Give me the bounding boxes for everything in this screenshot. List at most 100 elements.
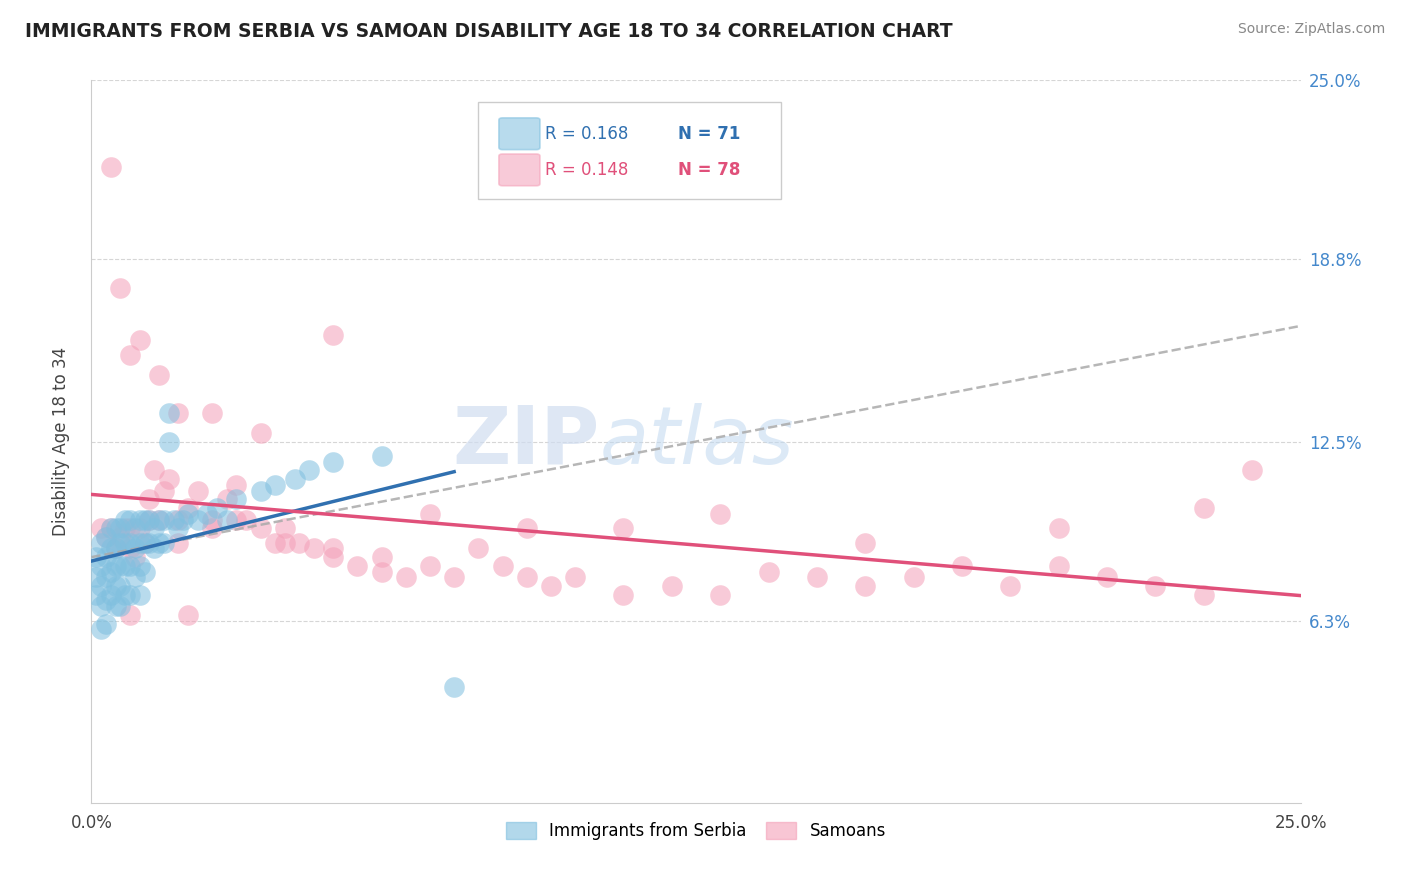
Point <box>215 492 238 507</box>
Point <box>110 530 132 544</box>
Point <box>128 512 150 526</box>
Point <box>114 512 136 526</box>
Text: IMMIGRANTS FROM SERBIA VS SAMOAN DISABILITY AGE 18 TO 34 CORRELATION CHART: IMMIGRANTS FROM SERBIA VS SAMOAN DISABIL… <box>25 22 953 41</box>
Point <box>110 521 132 535</box>
Point <box>104 579 127 593</box>
Point <box>100 160 122 174</box>
Text: Source: ZipAtlas.com: Source: ZipAtlas.com <box>1237 22 1385 37</box>
Point <box>120 541 142 556</box>
Text: N = 78: N = 78 <box>678 161 740 179</box>
Point <box>1241 463 1264 477</box>
Point <box>153 512 176 526</box>
Point <box>94 570 117 584</box>
Y-axis label: Disability Age 18 to 34: Disability Age 18 to 34 <box>52 347 70 536</box>
Point <box>153 535 176 549</box>
Text: N = 71: N = 71 <box>678 125 740 143</box>
Point <box>120 535 142 549</box>
Point <box>124 521 146 535</box>
Point <box>90 599 112 614</box>
Point <box>612 521 634 535</box>
Point <box>110 599 132 614</box>
Point <box>94 616 117 631</box>
Point <box>128 521 150 535</box>
Point <box>516 570 538 584</box>
Point <box>134 565 156 579</box>
Point <box>100 521 122 535</box>
Point <box>264 535 287 549</box>
Point <box>370 565 392 579</box>
Text: R = 0.168: R = 0.168 <box>544 125 628 143</box>
Point <box>806 570 828 584</box>
Point <box>322 541 344 556</box>
Point <box>100 588 122 602</box>
Point <box>84 588 107 602</box>
Point <box>1000 579 1022 593</box>
Point <box>120 348 142 362</box>
Point <box>491 558 513 573</box>
Point <box>157 406 180 420</box>
Point <box>94 550 117 565</box>
Point <box>114 521 136 535</box>
Point <box>114 535 136 549</box>
Point <box>148 368 170 382</box>
Point <box>419 507 441 521</box>
Point <box>283 472 305 486</box>
Point <box>104 558 127 573</box>
Point <box>709 507 731 521</box>
Point <box>128 588 150 602</box>
Point <box>90 558 112 573</box>
Point <box>205 501 228 516</box>
Point <box>110 558 132 573</box>
Point <box>120 512 142 526</box>
Point <box>167 406 190 420</box>
Point <box>516 521 538 535</box>
Point <box>138 535 160 549</box>
Point <box>143 521 166 535</box>
Point <box>120 521 142 535</box>
Point <box>138 512 160 526</box>
Point <box>370 449 392 463</box>
Point <box>564 570 586 584</box>
Point <box>443 570 465 584</box>
Point <box>177 507 200 521</box>
Point <box>709 588 731 602</box>
Point <box>104 541 127 556</box>
Point <box>225 478 247 492</box>
Point <box>346 558 368 573</box>
FancyBboxPatch shape <box>499 154 540 186</box>
Point <box>661 579 683 593</box>
Point <box>853 579 876 593</box>
Point <box>177 607 200 622</box>
Point <box>235 512 257 526</box>
Point <box>298 463 321 477</box>
Point <box>201 521 224 535</box>
Point <box>443 680 465 694</box>
Point <box>288 535 311 549</box>
Point <box>94 593 117 607</box>
Point <box>167 512 190 526</box>
Point <box>225 512 247 526</box>
Point <box>94 530 117 544</box>
Point <box>84 570 107 584</box>
Point <box>143 541 166 556</box>
Point <box>1095 570 1118 584</box>
Point <box>172 512 194 526</box>
Point <box>302 541 325 556</box>
Point <box>148 512 170 526</box>
Point <box>274 535 297 549</box>
Point <box>225 492 247 507</box>
Point <box>758 565 780 579</box>
Point <box>903 570 925 584</box>
Point <box>187 512 209 526</box>
Point <box>177 501 200 516</box>
Point <box>124 550 146 565</box>
Point <box>90 521 112 535</box>
Point <box>134 535 156 549</box>
Point <box>1047 558 1070 573</box>
Point <box>249 425 271 440</box>
Point <box>143 463 166 477</box>
Point <box>950 558 973 573</box>
Point <box>128 558 150 573</box>
Point <box>148 535 170 549</box>
Point <box>84 550 107 565</box>
